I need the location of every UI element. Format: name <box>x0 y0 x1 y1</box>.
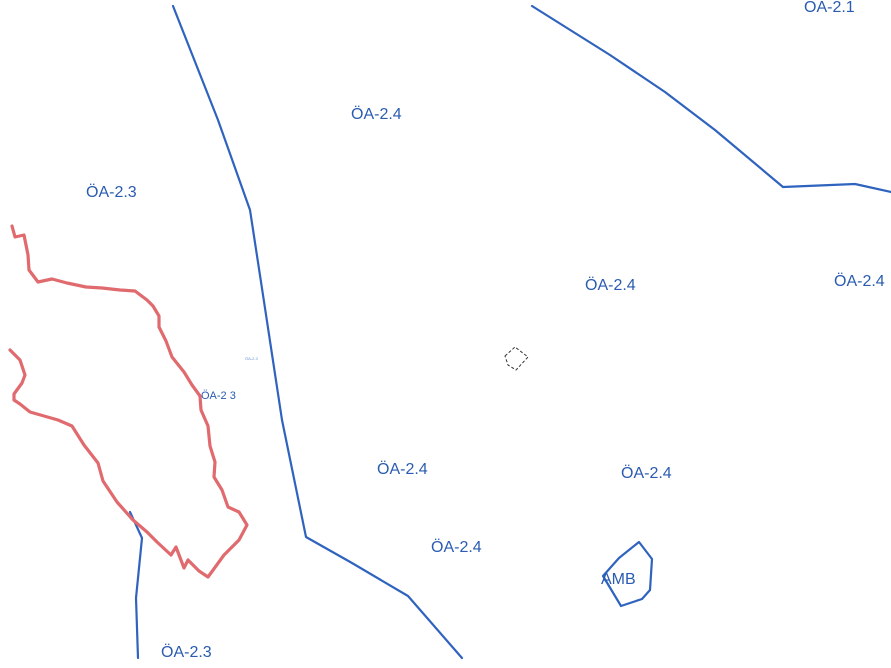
zone-label: ÖA-2.4 <box>834 272 885 290</box>
zone-label: ÖA-2.4 <box>351 105 402 123</box>
zone-label: ÖA-2.3 <box>245 356 258 361</box>
amb-boundary <box>601 540 654 608</box>
zone-label: AMB <box>601 571 636 588</box>
zone-boundary-southwest <box>128 510 144 660</box>
zone-label: ÖA-2.3 <box>86 183 137 201</box>
zone-boundary-northeast <box>530 4 891 194</box>
zone-label: ÖA-2.4 <box>431 538 482 556</box>
small-parcel <box>504 346 529 371</box>
zone-label: ÖA-2.3 <box>161 643 212 661</box>
zone-label: ÖA-2.4 <box>585 276 636 294</box>
highlight-boundary <box>8 224 249 579</box>
zone-boundary-west <box>171 4 464 660</box>
zone-label: ÖA-2.1 <box>804 0 855 16</box>
zone-label: ÖA-2.4 <box>621 464 672 482</box>
zone-label: ÖA-2.4 <box>377 460 428 478</box>
zone-label: ÖA-2 3 <box>201 390 236 402</box>
